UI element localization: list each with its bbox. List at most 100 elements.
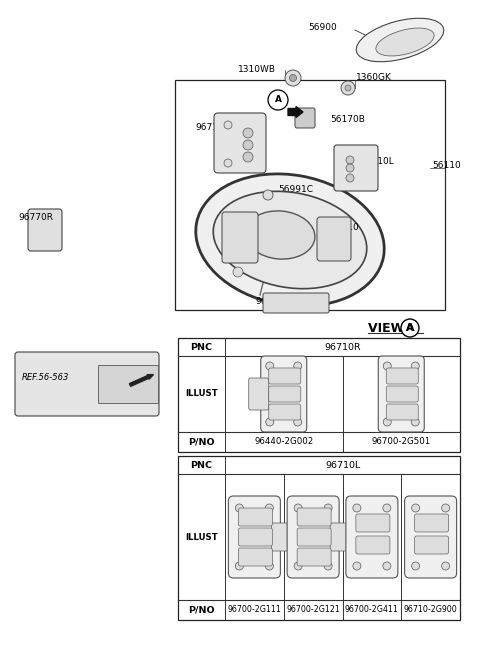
Text: ILLUST: ILLUST bbox=[185, 533, 218, 541]
Text: 96710L: 96710L bbox=[360, 157, 394, 167]
Ellipse shape bbox=[245, 211, 315, 259]
Text: 96700-2G501: 96700-2G501 bbox=[372, 438, 431, 447]
FancyBboxPatch shape bbox=[386, 404, 418, 420]
Circle shape bbox=[412, 562, 420, 570]
FancyBboxPatch shape bbox=[239, 508, 272, 526]
Text: 56900: 56900 bbox=[308, 24, 337, 33]
Bar bbox=[175, 80, 445, 310]
FancyBboxPatch shape bbox=[249, 378, 269, 410]
Text: ILLUST: ILLUST bbox=[185, 390, 218, 398]
Text: 96770L: 96770L bbox=[255, 298, 289, 306]
FancyBboxPatch shape bbox=[415, 536, 449, 554]
Circle shape bbox=[401, 319, 419, 337]
Circle shape bbox=[243, 152, 253, 162]
Circle shape bbox=[266, 418, 274, 426]
Text: P/NO: P/NO bbox=[188, 605, 215, 615]
FancyBboxPatch shape bbox=[269, 404, 301, 420]
FancyBboxPatch shape bbox=[287, 496, 339, 578]
Circle shape bbox=[243, 128, 253, 138]
Text: A: A bbox=[275, 96, 281, 104]
Ellipse shape bbox=[376, 28, 434, 56]
FancyBboxPatch shape bbox=[297, 548, 331, 566]
Circle shape bbox=[345, 85, 351, 91]
Circle shape bbox=[266, 362, 274, 370]
Circle shape bbox=[324, 562, 332, 570]
Circle shape bbox=[346, 174, 354, 182]
Circle shape bbox=[411, 418, 419, 426]
Circle shape bbox=[383, 418, 391, 426]
Ellipse shape bbox=[196, 174, 384, 306]
FancyBboxPatch shape bbox=[356, 514, 390, 532]
Circle shape bbox=[383, 562, 391, 570]
Text: 1360GK: 1360GK bbox=[356, 73, 392, 83]
Circle shape bbox=[294, 562, 302, 570]
FancyArrow shape bbox=[130, 375, 154, 386]
Circle shape bbox=[243, 140, 253, 150]
Bar bbox=[98, 365, 158, 403]
FancyBboxPatch shape bbox=[330, 523, 348, 551]
FancyBboxPatch shape bbox=[269, 368, 301, 384]
Text: P/NO: P/NO bbox=[188, 438, 215, 447]
Text: A: A bbox=[406, 323, 414, 333]
Text: 96710R: 96710R bbox=[324, 342, 361, 352]
Text: 56170B: 56170B bbox=[330, 115, 365, 125]
Text: 96700-2G121: 96700-2G121 bbox=[286, 605, 340, 615]
FancyBboxPatch shape bbox=[239, 528, 272, 546]
Bar bbox=[178, 338, 460, 452]
FancyBboxPatch shape bbox=[356, 536, 390, 554]
Circle shape bbox=[294, 362, 302, 370]
Circle shape bbox=[285, 70, 301, 86]
FancyBboxPatch shape bbox=[28, 209, 62, 251]
Bar bbox=[178, 456, 460, 620]
Circle shape bbox=[324, 504, 332, 512]
Text: A: A bbox=[406, 323, 414, 333]
Circle shape bbox=[353, 504, 361, 512]
Ellipse shape bbox=[356, 18, 444, 62]
Circle shape bbox=[294, 504, 302, 512]
FancyBboxPatch shape bbox=[263, 293, 329, 313]
FancyBboxPatch shape bbox=[15, 352, 159, 416]
FancyBboxPatch shape bbox=[261, 356, 307, 432]
Circle shape bbox=[346, 156, 354, 164]
Circle shape bbox=[224, 159, 232, 167]
Text: 96700-2G411: 96700-2G411 bbox=[345, 605, 399, 615]
FancyBboxPatch shape bbox=[297, 508, 331, 526]
Circle shape bbox=[235, 504, 243, 512]
Text: PNC: PNC bbox=[191, 342, 213, 352]
Ellipse shape bbox=[213, 192, 367, 289]
Text: 96710-2G900: 96710-2G900 bbox=[404, 605, 457, 615]
FancyBboxPatch shape bbox=[386, 386, 418, 402]
FancyBboxPatch shape bbox=[271, 523, 289, 551]
FancyBboxPatch shape bbox=[386, 368, 418, 384]
Text: 56110: 56110 bbox=[432, 161, 461, 169]
Circle shape bbox=[346, 164, 354, 172]
Text: 56110: 56110 bbox=[330, 224, 359, 232]
Circle shape bbox=[411, 362, 419, 370]
Circle shape bbox=[233, 267, 243, 277]
FancyBboxPatch shape bbox=[295, 108, 315, 128]
Circle shape bbox=[341, 81, 355, 95]
FancyBboxPatch shape bbox=[214, 113, 266, 173]
FancyBboxPatch shape bbox=[317, 217, 351, 261]
Circle shape bbox=[412, 504, 420, 512]
Text: 56991C: 56991C bbox=[278, 186, 313, 194]
Circle shape bbox=[442, 562, 450, 570]
Text: 1310WB: 1310WB bbox=[238, 66, 276, 75]
FancyBboxPatch shape bbox=[334, 145, 378, 191]
FancyBboxPatch shape bbox=[239, 548, 272, 566]
FancyBboxPatch shape bbox=[415, 514, 449, 532]
Circle shape bbox=[442, 504, 450, 512]
FancyBboxPatch shape bbox=[222, 212, 258, 263]
Text: 96710R: 96710R bbox=[195, 123, 230, 133]
FancyBboxPatch shape bbox=[405, 496, 456, 578]
FancyArrow shape bbox=[288, 106, 303, 117]
Circle shape bbox=[235, 562, 243, 570]
Circle shape bbox=[383, 504, 391, 512]
Circle shape bbox=[263, 190, 273, 200]
Circle shape bbox=[224, 121, 232, 129]
FancyBboxPatch shape bbox=[346, 496, 398, 578]
Text: REF.56-563: REF.56-563 bbox=[22, 373, 70, 382]
Circle shape bbox=[353, 562, 361, 570]
Circle shape bbox=[294, 418, 302, 426]
FancyBboxPatch shape bbox=[378, 356, 424, 432]
